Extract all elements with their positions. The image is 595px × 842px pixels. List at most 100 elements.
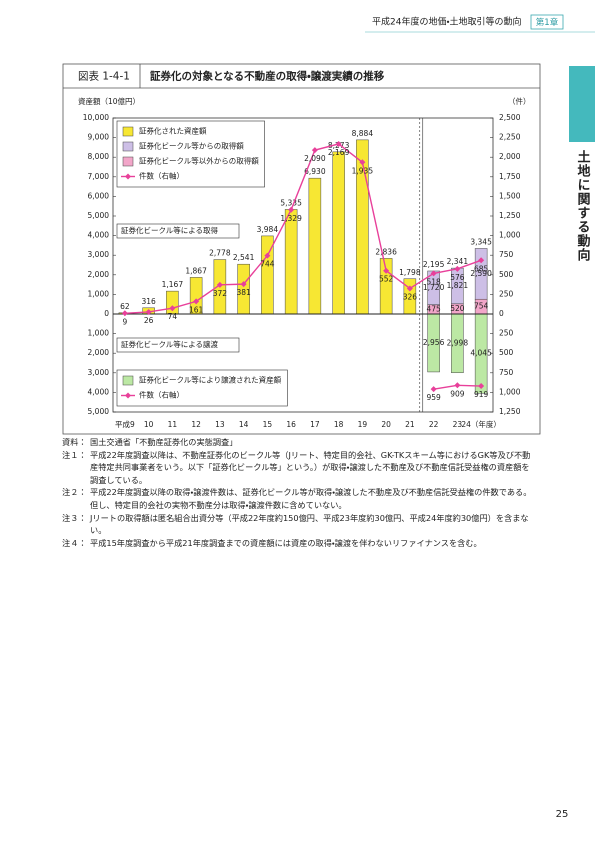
legend-swatch xyxy=(122,126,134,137)
bar-value-label: 2,998 xyxy=(447,338,469,347)
y-tick-label: 4,000 xyxy=(88,231,110,240)
legend-box xyxy=(116,120,265,188)
x-tick-label: 20 xyxy=(381,420,391,429)
x-tick-label: 24（年度） xyxy=(461,419,501,429)
y2-tick-label: 1,000 xyxy=(499,387,521,396)
line-marker xyxy=(240,281,247,288)
note-text: 国土交通省「不動産証券化の実態調査」 xyxy=(90,437,238,447)
line-value-label: 1,935 xyxy=(352,166,374,175)
legend-label: 件数（右軸） xyxy=(139,390,184,400)
bar-value-label: 1,798 xyxy=(399,268,421,277)
annotation: 証券化ビークル等による取得 xyxy=(121,225,219,235)
line-marker xyxy=(454,265,461,272)
y2-tick-label: 1,250 xyxy=(499,211,521,220)
line-marker xyxy=(216,281,223,288)
note: 注２： 平成22年度調査以降の取得・譲渡件数は、証券化ビークル等が取得・譲渡した不… xyxy=(62,486,534,511)
y-tick-label: 3,000 xyxy=(88,250,110,259)
x-tick-label: 16 xyxy=(286,420,296,429)
annotation-box xyxy=(116,337,240,353)
y-tick-label: 0 xyxy=(104,309,109,318)
line-marker xyxy=(359,159,366,166)
notes: 資料： 国土交通省「不動産証券化の実態調査」 注１： 平成22年度調査以降は、不動産証… xyxy=(62,436,534,549)
line-value-label: 326 xyxy=(403,292,418,301)
bar-value-label: 2,590 xyxy=(470,269,492,278)
legend-label: 件数（右軸） xyxy=(139,171,184,181)
y2-tick-label: 2,500 xyxy=(499,113,521,122)
y-tick-label: 8,000 xyxy=(88,152,110,161)
legend-swatch xyxy=(122,156,134,167)
note-label: 注２： xyxy=(62,487,87,498)
bar xyxy=(332,151,345,315)
chapter-box xyxy=(530,14,564,30)
y2-tick-label: 250 xyxy=(499,289,514,298)
line-marker xyxy=(383,267,390,274)
x-tick-label: 18 xyxy=(334,420,344,429)
page-number: 25 xyxy=(556,809,569,820)
bar-value-label: 4,045 xyxy=(470,349,492,358)
plot-frame xyxy=(112,117,494,413)
line-marker xyxy=(169,305,176,312)
legend-swatch xyxy=(125,392,131,399)
line-value-label: 9 xyxy=(122,317,127,326)
y2-tick-label: 750 xyxy=(499,368,514,377)
bar-value-label: 1,720 xyxy=(423,283,445,292)
bar-value-label: 1,821 xyxy=(447,281,469,290)
bar-value-label: 2,778 xyxy=(209,249,231,258)
line-marker xyxy=(335,140,342,147)
legend-label: 証券化された資産額 xyxy=(139,126,207,136)
line-value-label: 518 xyxy=(426,277,441,286)
x-tick-label: 11 xyxy=(168,420,178,429)
note-text: 平成22年度調査以降の取得・譲渡件数は、証券化ビークル等が取得・譲渡した不動産及… xyxy=(90,487,532,510)
line-marker xyxy=(193,298,200,305)
x-tick-label: 21 xyxy=(405,420,415,429)
y2-tick-label: 2,250 xyxy=(499,133,521,142)
line-value-label: 2,090 xyxy=(304,154,326,163)
bar-value-label: 1,867 xyxy=(185,266,207,275)
y-tick-label: 9,000 xyxy=(88,133,110,142)
note: 注１： 平成22年度調査以降は、不動産証券化のビークル等（Jリート、特定目的会社、… xyxy=(62,449,534,487)
bar-value-label: 8,884 xyxy=(352,129,374,138)
side-tab-block xyxy=(569,66,595,142)
line-marker xyxy=(454,382,461,389)
y2-tick-label: 1,000 xyxy=(499,231,521,240)
legend-label: 証券化ビークル等以外からの取得額 xyxy=(139,156,259,166)
x-tick-label: 15 xyxy=(263,420,273,429)
y-tick-label: 4,000 xyxy=(88,387,110,396)
y2-tick-label: 0 xyxy=(499,309,504,318)
legend-box xyxy=(116,369,288,407)
bar-value-label: 316 xyxy=(141,297,156,306)
x-tick-label: 平成9 xyxy=(115,419,135,429)
line-value-label: 959 xyxy=(426,393,441,402)
bar-value-label: 520 xyxy=(450,304,465,313)
note: 注３： Jリートの取得額は匿名組合出資分等（平成22年度約150億円、平成23年度… xyxy=(62,512,534,537)
legend-swatch xyxy=(122,141,134,152)
side-tab-label: 土地に関する動向 xyxy=(575,149,591,262)
bar-value-label: 475 xyxy=(426,304,441,313)
note-label: 注３： xyxy=(62,512,87,523)
y-tick-label: 2,000 xyxy=(88,270,110,279)
legend-swatch xyxy=(122,375,134,386)
y-axis-label: 資産額（10億円） xyxy=(78,96,140,106)
x-tick-label: 19 xyxy=(358,420,368,429)
y2-tick-label: 1,250 xyxy=(499,407,521,416)
line-value-label: 744 xyxy=(260,260,275,269)
y-tick-label: 2,000 xyxy=(88,348,110,357)
y2-tick-label: 2,000 xyxy=(499,152,521,161)
y-tick-label: 1,000 xyxy=(88,329,110,338)
line-marker xyxy=(145,308,152,315)
note: 注４： 平成15年度調査から平成21年度調査までの資産額には資産の取得・譲渡を伴わ… xyxy=(62,537,534,550)
line-value-label: 161 xyxy=(189,305,204,314)
x-tick-label: 14 xyxy=(239,420,249,429)
figure-title: 証券化の対象となる不動産の取得・譲渡実績の推移 xyxy=(150,70,385,83)
bar xyxy=(284,209,298,315)
total-label: 2,195 xyxy=(423,260,445,269)
x-tick-label: 17 xyxy=(310,420,320,429)
line-value-label: 552 xyxy=(379,275,394,284)
legend-label: 証券化ビークル等により譲渡された資産額 xyxy=(139,375,282,385)
line-marker xyxy=(478,257,485,264)
note-label: 注４： xyxy=(62,537,87,548)
line-value-label: 2,169 xyxy=(328,148,350,157)
bar xyxy=(308,177,322,315)
